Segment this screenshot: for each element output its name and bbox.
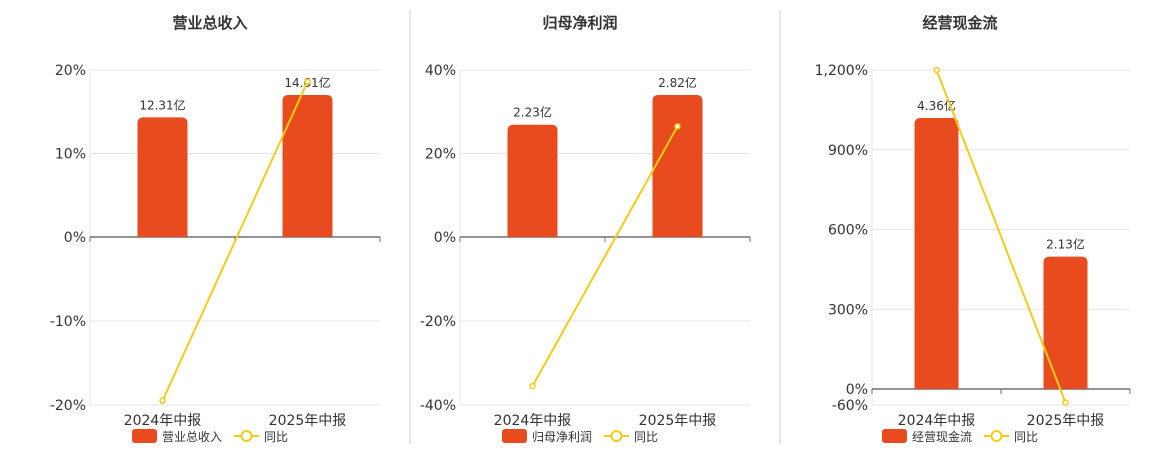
bar (914, 118, 959, 389)
legend-bar-swatch (502, 429, 527, 443)
y-tick-label: 20% (425, 147, 456, 163)
chart-title: 归母净利润 (542, 14, 617, 32)
line-point (304, 78, 311, 85)
line-point (159, 397, 166, 405)
y-tick-label: 40% (425, 63, 456, 79)
legend-line-label: 同比 (1014, 430, 1038, 444)
line-series (161, 81, 309, 402)
chart-title: 营业总收入 (172, 14, 247, 32)
y-tick-label: 0% (64, 230, 86, 246)
x-category-label: 2024年中报 (124, 413, 202, 429)
bar-data-label: 2.13亿 (1046, 237, 1085, 252)
legend-line-marker (990, 430, 1003, 442)
x-category-label: 2025年中报 (269, 413, 347, 429)
y-tick-label: 300% (828, 302, 868, 318)
y-tick-label: -40% (420, 398, 456, 414)
bar (282, 95, 333, 237)
legend-bar-swatch (882, 429, 907, 443)
bar-data-label: 12.31亿 (139, 97, 185, 112)
y-tick-label: 1,200% (815, 63, 868, 79)
line-series (531, 125, 679, 387)
chart-panel-1: 营业总收入 20% 10% 0% -10% -20% 2024年中报 2025年中报 12.31… (50, 14, 381, 444)
x-category-label: 2024年中报 (494, 413, 572, 429)
bar (507, 124, 558, 237)
bar (652, 95, 703, 237)
legend-bar-label: 经营现金流 (912, 429, 972, 444)
chart-title: 经营现金流 (922, 14, 997, 32)
bar (137, 117, 188, 237)
legend-bar-label: 营业总收入 (162, 430, 222, 444)
x-category-label: 2025年中报 (1027, 413, 1105, 429)
chart-panel-3: 经营现金流 1,200% 900% 600% 300% 0%-60% 2024年中报 2025… (815, 14, 1131, 444)
y-tick-label: 600% (828, 223, 868, 239)
y-tick-label: 20% (55, 63, 86, 79)
y-tick-label: 10% (55, 147, 86, 163)
x-category-label: 2025年中报 (639, 413, 717, 429)
bar (1043, 256, 1088, 389)
legend-bar-label: 归母净利润 (532, 430, 592, 444)
y-tick-label: -60% (832, 398, 868, 414)
bar-data-label: 2.23亿 (513, 105, 552, 120)
legend-bar-swatch (132, 429, 157, 443)
legend-line-marker (610, 430, 623, 442)
legend-line-label: 同比 (634, 430, 658, 444)
line-point (674, 123, 681, 130)
y-tick-label: 900% (828, 143, 868, 159)
line-point (529, 382, 536, 390)
line-point (1062, 399, 1069, 406)
x-category-label: 2024年中报 (898, 413, 976, 429)
line-series (935, 69, 1067, 403)
y-tick-label: 0% (846, 382, 868, 398)
y-tick-label: -20% (50, 398, 86, 414)
y-tick-label: -20% (420, 314, 456, 330)
legend-line-label: 同比 (264, 430, 288, 444)
chart-panel-2: 归母净利润 40% 20% 0% -20% -40% 2024年中报 2025年中报 2.23亿… (420, 14, 751, 444)
bar-data-label: 4.36亿 (917, 98, 956, 113)
legend-line-marker (240, 430, 253, 442)
y-tick-label: -10% (50, 314, 86, 330)
bar-data-label: 2.82亿 (658, 75, 697, 90)
line-point (933, 66, 940, 74)
y-tick-label: 0% (434, 230, 456, 246)
